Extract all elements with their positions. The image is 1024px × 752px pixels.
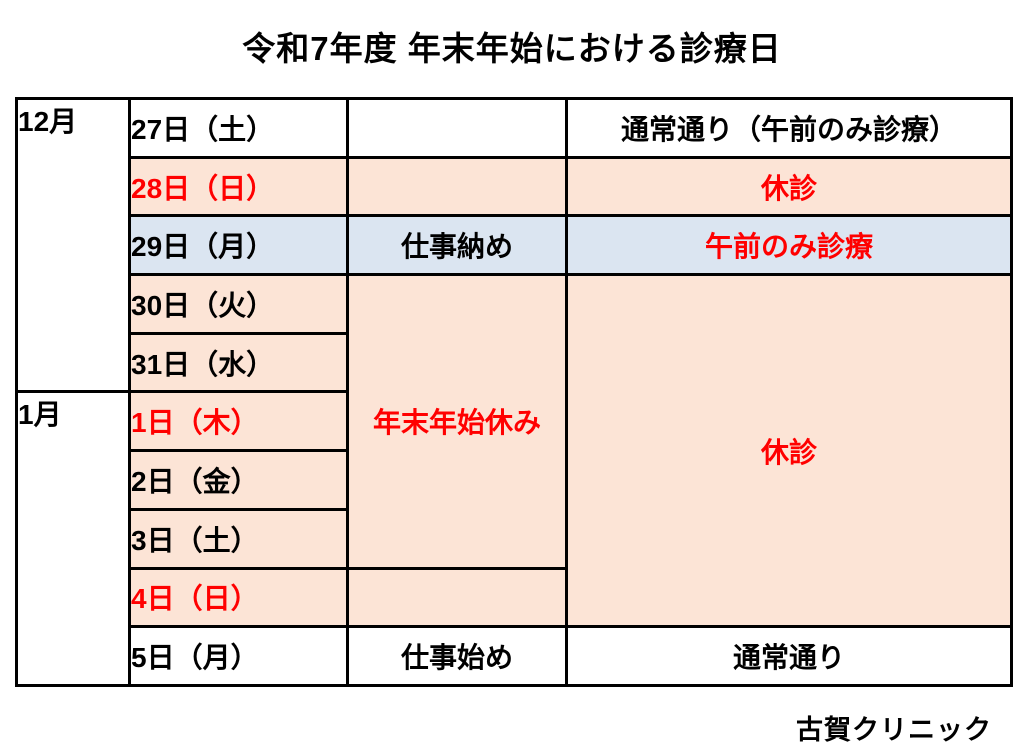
month-cell-december: 12月 <box>15 96 131 394</box>
date-cell-jan4: 4日（日） <box>128 566 349 629</box>
status-cell-closed-merged: 休診 <box>565 273 1013 629</box>
note-cell-dec27 <box>346 97 568 159</box>
note-cell-jan4 <box>346 566 568 629</box>
status-cell-jan5-normal: 通常通り <box>565 625 1013 687</box>
status-cell-dec28-closed: 休診 <box>565 155 1013 218</box>
month-cell-january: 1月 <box>15 390 131 687</box>
date-cell-dec28: 28日（日） <box>128 155 349 218</box>
clinic-name: 古賀クリニック <box>796 715 992 745</box>
table-row-jan4: 4日（日） <box>17 566 1012 629</box>
table-row-dec27: 12月 27日（土） 通常通り（午前のみ診療） <box>15 96 1013 394</box>
table-row-jan1: 1月 1日（木） <box>15 390 1012 687</box>
schedule-table: 12月 27日（土） 通常通り（午前のみ診療） 28日（日） 休診 29日（月）… <box>15 96 1013 687</box>
status-cell-dec29-morning-only: 午前のみ診療 <box>565 214 1013 277</box>
date-cell-dec31: 31日（水） <box>128 331 349 394</box>
table-row-dec30: 30日（火） 年末年始休み 休診 <box>17 273 1013 629</box>
date-cell-jan5: 5日（月） <box>128 625 349 687</box>
date-cell-jan3: 3日（土） <box>128 507 349 570</box>
table-row-dec31: 31日（水） <box>17 331 1012 394</box>
date-cell-jan2: 2日（金） <box>128 449 349 511</box>
date-cell-dec27: 27日（土） <box>128 97 349 159</box>
note-cell-newyear-holiday: 年末年始休み <box>346 273 568 570</box>
table-row-jan2: 2日（金） <box>17 449 1012 511</box>
note-cell-work-start: 仕事始め <box>346 625 568 687</box>
status-cell-dec27-normal: 通常通り（午前のみ診療） <box>565 97 1013 159</box>
note-cell-dec28 <box>346 155 568 218</box>
page-title: 令和7年度 年末年始における診療日 <box>242 30 782 67</box>
table-row-dec28: 28日（日） 休診 <box>17 155 1013 218</box>
table-row-jan3: 3日（土） <box>17 507 1012 570</box>
date-cell-jan1: 1日（木） <box>128 390 349 453</box>
date-cell-dec29: 29日（月） <box>128 214 349 277</box>
date-cell-dec30: 30日（火） <box>128 273 349 335</box>
table-row-dec29: 29日（月） 仕事納め 午前のみ診療 <box>17 214 1013 277</box>
note-cell-work-end: 仕事納め <box>346 214 568 277</box>
table-row-jan5: 5日（月） 仕事始め 通常通り <box>17 625 1013 687</box>
